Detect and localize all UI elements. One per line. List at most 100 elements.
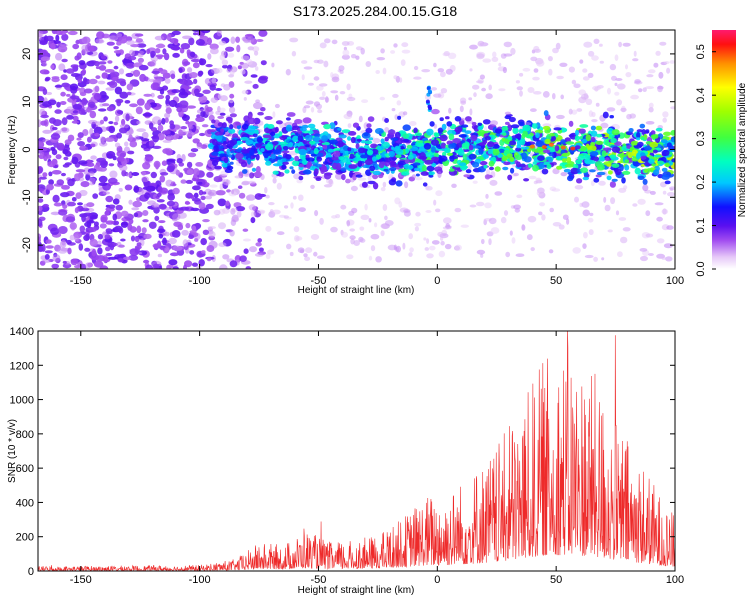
spectrogram-cell	[240, 55, 250, 61]
spectrogram-cell	[425, 210, 432, 213]
spectrogram-cell	[301, 60, 308, 64]
spectrogram-cell	[413, 65, 419, 71]
spectrogram-cell	[119, 123, 129, 129]
spectrogram-cell	[61, 117, 68, 126]
spectrogram-cell	[408, 233, 414, 240]
spectrogram-cell	[618, 187, 627, 193]
spectrogram-cell	[240, 136, 249, 141]
spectrogram-cell	[625, 64, 628, 70]
spectrogram-cell	[556, 165, 563, 170]
spectrogram-cell	[403, 163, 410, 170]
snr-x-tick-label: -100	[189, 574, 211, 586]
spectrogram-cell	[368, 218, 372, 223]
spectrogram-cell	[217, 115, 225, 119]
spectrogram-cell	[515, 80, 521, 84]
spectrogram-cell	[536, 59, 545, 67]
spectrogram-cell	[390, 50, 396, 54]
spectrogram-cell	[103, 116, 108, 122]
spectrogram-cell	[364, 140, 373, 145]
spectrogram-cell	[94, 85, 100, 93]
spectrogram-cell	[134, 236, 140, 243]
spectrogram-cell	[417, 140, 424, 144]
spectrogram-cell	[264, 187, 268, 194]
spectrogram-cell	[590, 142, 596, 146]
spectrogram-cell	[271, 62, 275, 68]
spectrogram-cell	[481, 238, 485, 245]
spectrogram-cell	[205, 203, 214, 210]
spectrogram-cell	[292, 195, 297, 200]
spectrogram-cell	[556, 155, 562, 161]
spectrogram-cell	[97, 247, 103, 255]
spectrogram-cell	[503, 150, 511, 154]
spectrogram-cell	[190, 207, 200, 212]
spectrogram-cell	[235, 206, 246, 212]
spectrogram-cell	[74, 173, 81, 182]
spectrogram-cell	[395, 245, 401, 253]
spectrogram-cell	[433, 152, 439, 158]
spectrogram-cell	[61, 185, 70, 190]
spectrogram-cell	[445, 116, 450, 120]
spectrogram-cell	[367, 175, 372, 182]
spectrogram-cell	[369, 165, 376, 172]
spectrogram-cell	[579, 59, 584, 64]
spectrogram-cell	[93, 92, 101, 101]
spectrogram-cell	[133, 185, 140, 193]
spectrogram-cell	[207, 226, 216, 230]
spectrogram-cell	[657, 160, 665, 165]
spectrogram-cell	[338, 134, 347, 139]
spectrogram-cell	[161, 160, 168, 166]
spectrogram-cell	[431, 87, 437, 91]
spectrogram-cell	[402, 133, 410, 139]
spectrogram-cell	[349, 228, 356, 232]
spectrogram-cell	[58, 63, 66, 71]
spectrogram-cell	[438, 250, 446, 258]
spectrogram-cell	[426, 238, 430, 244]
spectrogram-cell	[388, 179, 397, 186]
spectrogram-cell	[38, 246, 44, 252]
spectrogram-cell	[446, 121, 453, 127]
spectrogram-cell	[568, 108, 573, 115]
colorbar-label: Normalized spectral amplitude	[737, 82, 748, 217]
spectrogram-cell	[66, 68, 75, 74]
spectrogram-cell	[607, 170, 613, 175]
spectrogram-cell	[127, 150, 135, 155]
spectrogram-cell	[356, 138, 362, 142]
spectrogram-cell	[113, 65, 119, 70]
spectrogram-cell	[661, 256, 666, 260]
spectrogram-cell	[431, 139, 439, 146]
spectrogram-cell	[605, 157, 610, 162]
spectrogram-cell	[168, 264, 174, 269]
spectrogram-cell	[304, 134, 313, 141]
spectrogram-cell	[126, 91, 132, 96]
spectrogram-cell	[394, 145, 401, 150]
spectrogram-cell	[47, 99, 57, 106]
spectrogram-cell	[589, 160, 596, 164]
spectrogram-cell	[59, 240, 67, 249]
spectrogram-cell	[339, 91, 346, 95]
spectrogram-cell	[71, 120, 79, 124]
spectrogram-y-tick-label: 10	[21, 96, 33, 108]
spectrogram-cell	[69, 95, 80, 100]
spectrogram-cell	[267, 124, 275, 129]
spectrogram-cell	[448, 107, 452, 114]
spectrogram-cell	[38, 205, 43, 212]
spectrogram-cell	[346, 220, 351, 227]
spectrogram-cell	[160, 172, 169, 176]
spectrogram-cell	[195, 39, 205, 46]
spectrogram-cell	[316, 156, 323, 162]
spectrogram-cell	[93, 126, 103, 135]
spectrogram-cell	[590, 136, 596, 143]
spectrogram-cell	[218, 153, 227, 157]
spectrogram-cell	[285, 124, 293, 132]
spectrogram-cell	[602, 147, 612, 151]
spectrogram-cell	[434, 166, 443, 172]
spectrogram-cell	[44, 254, 50, 260]
spectrogram-cell	[313, 147, 319, 155]
spectrogram-y-tick-label: 20	[21, 48, 33, 60]
spectrogram-cell	[226, 68, 231, 73]
spectrogram-cell	[76, 137, 82, 141]
spectrogram-cell	[143, 93, 152, 97]
spectrogram-cell	[176, 158, 183, 164]
spectrogram-cell	[661, 149, 670, 156]
spectrogram-cell	[426, 165, 435, 172]
